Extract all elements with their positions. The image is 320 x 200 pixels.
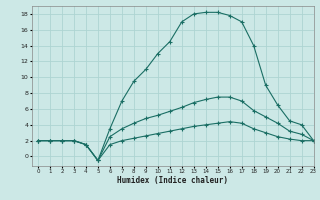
X-axis label: Humidex (Indice chaleur): Humidex (Indice chaleur) <box>117 176 228 185</box>
